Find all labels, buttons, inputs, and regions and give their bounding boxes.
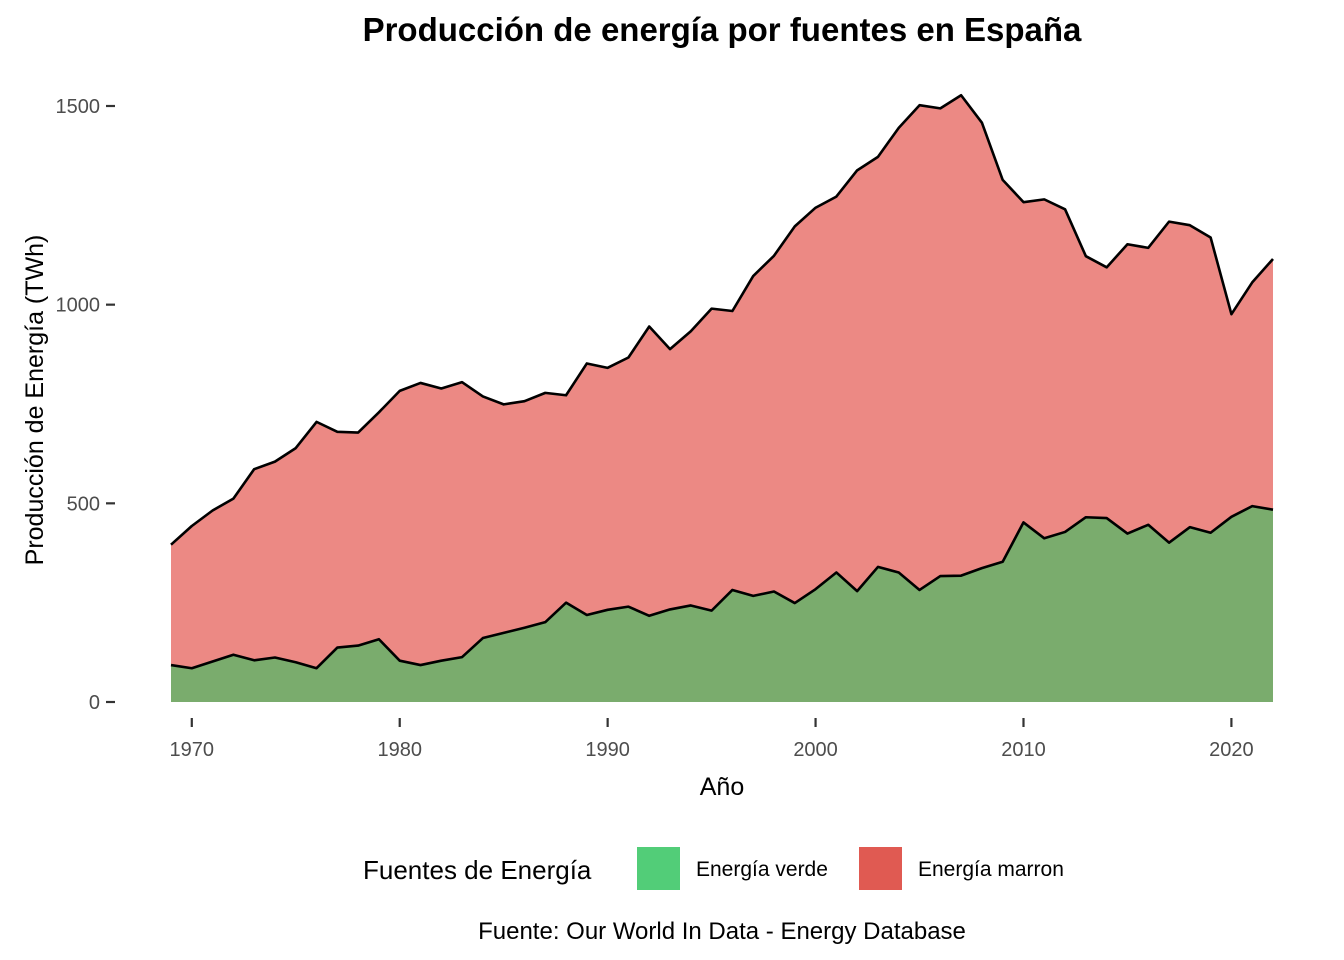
area-energia-marron xyxy=(171,95,1273,669)
x-axis-title: Año xyxy=(700,773,744,801)
y-axis: 0 500 1000 1500 xyxy=(56,96,115,714)
x-tick-label: 2020 xyxy=(1209,739,1254,761)
plot-lines xyxy=(170,93,1274,670)
y-tick-label: 0 xyxy=(89,692,100,714)
legend-title: Fuentes de Energía xyxy=(363,855,592,885)
y-tick-label: 1500 xyxy=(56,96,101,118)
plot-areas xyxy=(171,95,1273,702)
legend-key-energia-verde xyxy=(637,847,680,890)
legend-label-energia-verde: Energía verde xyxy=(696,858,828,881)
line-energia-marron xyxy=(170,93,1274,546)
legend-key-energia-marron xyxy=(859,847,902,890)
y-axis-title: Producción de Energía (TWh) xyxy=(21,235,49,566)
x-tick-label: 2010 xyxy=(1001,739,1046,761)
line-energia-verde xyxy=(170,504,1274,670)
x-tick-label: 2000 xyxy=(793,739,838,761)
x-tick-label: 1990 xyxy=(585,739,630,761)
chart-title: Producción de energía por fuentes en Esp… xyxy=(363,11,1082,48)
x-axis: 1970 1980 1990 2000 2010 2020 xyxy=(170,718,1254,761)
legend-label-energia-marron: Energía marron xyxy=(918,858,1064,881)
x-tick-label: 1970 xyxy=(170,739,215,761)
legend: Fuentes de Energía Energía verde Energía… xyxy=(363,847,1064,890)
x-tick-label: 1980 xyxy=(377,739,422,761)
area-energia-verde xyxy=(171,506,1273,702)
y-tick-label: 500 xyxy=(67,493,100,515)
y-tick-label: 1000 xyxy=(56,295,101,317)
chart-caption: Fuente: Our World In Data - Energy Datab… xyxy=(478,918,966,945)
